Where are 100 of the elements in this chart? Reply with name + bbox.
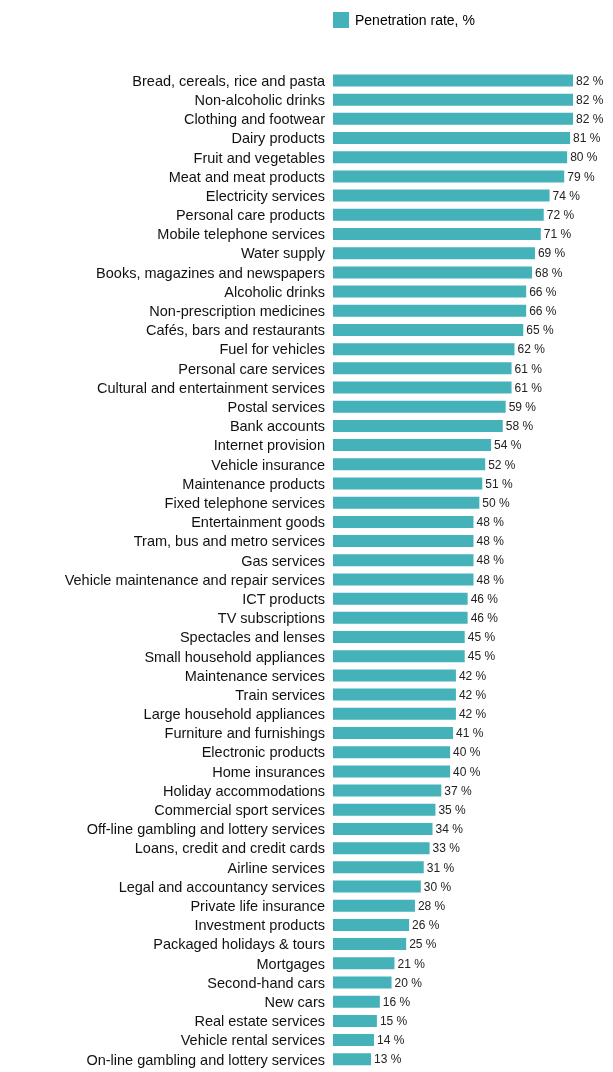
bar [333,439,492,452]
data-label: 54 % [494,438,522,453]
y-tick-label: Fixed telephone services [164,494,325,511]
y-tick-label: Personal care services [178,360,325,377]
data-label: 80 % [570,150,598,165]
data-label: 61 % [514,361,543,376]
bar [333,631,465,644]
y-tick-label: Large household appliances [143,706,325,723]
y-tick-label: Legal and accountancy services [118,878,325,895]
data-label: 59 % [508,399,537,414]
bar [333,669,456,682]
bar [333,93,573,106]
bar [333,976,392,989]
y-tick-label: Alcoholic drinks [224,283,325,300]
y-tick-label: Non-prescription medicines [149,303,325,320]
bar [333,170,565,183]
y-tick-label: Spectacles and lenses [179,629,325,646]
data-label: 82 % [576,73,604,88]
bar [333,842,430,855]
y-tick-label: Internet provision [213,437,325,454]
bar [333,592,468,605]
data-label: 79 % [567,169,595,184]
bar [333,573,474,586]
bar [333,765,451,778]
data-label: 66 % [529,284,557,299]
y-tick-label: TV subscriptions [217,610,325,627]
data-label: 65 % [526,323,554,338]
y-tick-label: Non-alcoholic drinks [194,91,325,108]
bar [333,746,451,759]
data-label: 81 % [573,131,601,146]
data-label: 40 % [453,745,481,760]
y-tick-label: New cars [264,993,325,1010]
bar [333,650,465,663]
bar [333,323,524,336]
y-tick-label: Maintenance services [184,667,325,684]
data-label: 14 % [376,1033,405,1048]
y-tick-label: Furniture and furnishings [164,725,325,742]
bar [333,247,535,260]
data-label: 28 % [417,898,446,913]
bar [333,515,474,528]
bar [333,803,436,816]
bar [333,266,533,279]
data-label: 46 % [470,591,499,606]
y-tick-label: Vehicle rental services [180,1032,325,1049]
data-label: 82 % [576,112,604,127]
y-tick-label: Dairy products [231,130,325,147]
bar [333,343,515,356]
bar [333,938,407,951]
data-label: 13 % [374,1052,402,1067]
bar [333,918,410,931]
bar [333,535,474,548]
y-tick-label: Commercial sport services [154,802,325,819]
data-label: 72 % [546,208,575,222]
data-label: 21 % [397,956,426,971]
y-tick-label: Bread, cereals, rice and pasta [132,72,326,89]
data-label: 26 % [412,918,440,933]
y-tick-label: Electricity services [205,187,325,204]
data-label: 31 % [426,860,455,875]
bar [333,208,544,221]
data-label: 16 % [382,994,411,1009]
bar [333,880,421,893]
data-label: 45 % [467,630,496,645]
y-tick-label: Packaged holidays & tours [153,936,325,953]
y-tick-label: Meat and meat products [168,168,325,185]
bar [333,477,483,490]
data-label: 33 % [432,841,461,856]
data-label: 34 % [435,822,464,837]
y-tick-label: Vehicle maintenance and repair services [64,571,325,588]
y-tick-label: Gas services [241,552,325,569]
y-tick-label: Water supply [240,245,326,262]
bar [333,112,573,125]
data-label: 50 % [482,495,511,510]
bar [333,285,527,298]
data-label: 15 % [379,1014,408,1029]
y-tick-label: Cafés, bars and restaurants [146,322,325,339]
bar [333,784,442,797]
data-label: 58 % [505,419,534,434]
data-label: 42 % [458,707,487,721]
bar [333,151,568,164]
bar [333,611,468,624]
bar [333,1053,372,1066]
y-tick-label: Home insurances [212,763,325,780]
y-tick-label: Fuel for vehicles [219,341,325,358]
y-tick-label: Private life insurance [190,898,325,915]
y-tick-label: Real estate services [194,1013,325,1030]
data-label: 51 % [485,476,513,491]
y-tick-label: Entertainment goods [191,514,325,531]
y-tick-label: Books, magazines and newspapers [96,264,325,281]
data-label: 74 % [552,188,581,203]
bar [333,381,512,394]
bar [333,957,395,970]
bar [333,1034,374,1047]
y-tick-label: Train services [235,686,325,703]
data-label: 42 % [458,668,487,683]
y-tick-label: Postal services [227,399,325,416]
bar [333,189,550,202]
y-tick-label: Vehicle insurance [211,456,325,473]
y-tick-label: ICT products [242,590,325,607]
data-label: 48 % [476,534,505,549]
y-tick-label: Maintenance products [182,475,325,492]
